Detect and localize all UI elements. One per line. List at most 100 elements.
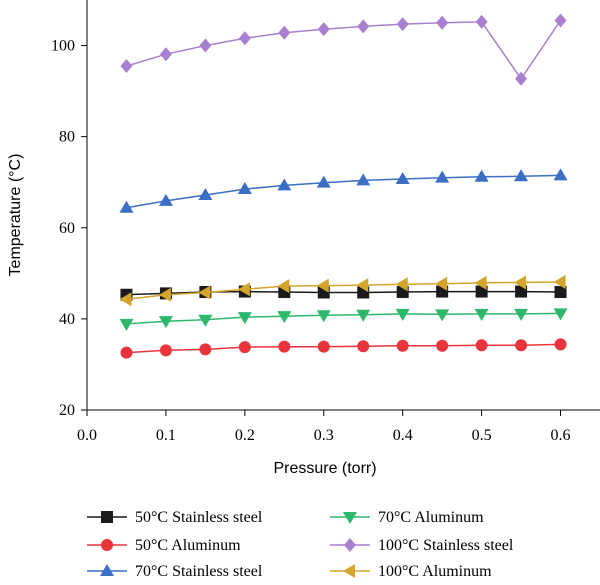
data-point	[474, 169, 489, 182]
series-100-c-stainless-steel	[120, 13, 567, 86]
x-tick-label: 0.0	[77, 427, 97, 444]
series-line	[126, 281, 561, 301]
x-tick-label: 0.3	[314, 427, 334, 444]
series-70-c-aluminum	[119, 308, 568, 331]
series-layer	[119, 13, 568, 359]
data-point	[553, 308, 568, 321]
data-point	[237, 312, 252, 325]
y-tick-label: 40	[59, 311, 75, 328]
data-point	[514, 275, 527, 290]
series-100-c-aluminum	[119, 274, 566, 307]
data-point	[356, 173, 371, 186]
legend-marker	[343, 512, 357, 524]
data-point	[553, 168, 568, 181]
legend-marker	[101, 511, 113, 523]
series-line	[126, 20, 562, 81]
y-tick-label: 60	[59, 220, 75, 237]
legend-item: 70°C Stainless steel	[87, 563, 263, 580]
data-point	[553, 274, 566, 289]
x-tick-label: 0.6	[551, 427, 571, 444]
legend-marker	[100, 564, 114, 576]
data-point	[474, 308, 489, 321]
data-point	[395, 308, 410, 321]
legend-label: 70°C Stainless steel	[135, 563, 263, 580]
data-point	[554, 13, 567, 28]
data-point	[474, 275, 487, 290]
data-point	[158, 287, 171, 302]
data-point	[436, 15, 449, 30]
data-point	[316, 278, 329, 293]
data-point	[198, 285, 211, 300]
legend: 50°C Stainless steel 50°C Aluminum 70°C St…	[87, 509, 514, 580]
data-point	[278, 25, 291, 40]
data-point	[277, 178, 292, 191]
series-line	[126, 174, 561, 209]
data-point	[119, 200, 134, 213]
data-point	[158, 316, 173, 329]
data-point	[514, 169, 529, 182]
data-point	[277, 279, 290, 294]
x-tick-label: 0.2	[235, 427, 255, 444]
data-point	[277, 311, 292, 324]
legend-label: 100°C Stainless steel	[378, 537, 514, 554]
data-point	[475, 339, 488, 352]
axes: 0.0 0.1 0.2 0.3 0.4 0.5 0.6 20 40 60 80 100	[51, 0, 600, 444]
y-tick-label: 20	[59, 402, 75, 419]
data-point	[436, 339, 449, 352]
legend-item: 70°C Aluminum	[330, 509, 484, 526]
data-point	[356, 278, 369, 293]
series-70-c-stainless-steel	[119, 168, 568, 213]
data-point	[238, 31, 251, 46]
data-point	[119, 318, 134, 331]
data-point	[159, 344, 172, 357]
data-point	[198, 187, 213, 200]
legend-item: 50°C Aluminum	[87, 537, 241, 554]
data-point	[554, 286, 567, 299]
data-point	[316, 175, 331, 188]
data-point	[396, 17, 409, 32]
data-point	[395, 172, 410, 185]
data-point	[515, 339, 528, 352]
data-point	[514, 308, 529, 321]
y-tick-label: 80	[59, 129, 75, 146]
series-line	[126, 312, 561, 325]
data-point	[159, 47, 172, 62]
y-tick-label: 100	[51, 38, 75, 55]
data-point	[435, 309, 450, 322]
legend-label: 70°C Aluminum	[378, 509, 484, 526]
data-point	[316, 310, 331, 323]
legend-label: 50°C Aluminum	[135, 537, 241, 554]
data-point	[435, 170, 450, 183]
data-point	[237, 282, 250, 297]
data-point	[237, 182, 252, 195]
data-point	[120, 346, 133, 359]
x-tick-label: 0.1	[156, 427, 176, 444]
data-point	[435, 276, 448, 291]
data-point	[278, 340, 291, 353]
data-point	[199, 38, 212, 53]
data-point	[317, 340, 330, 353]
data-point	[475, 14, 488, 29]
data-point	[317, 22, 330, 37]
legend-item: 50°C Stainless steel	[87, 509, 263, 526]
data-point	[120, 59, 133, 74]
legend-marker	[343, 564, 355, 578]
legend-marker	[101, 539, 113, 551]
x-axis-title: Pressure (torr)	[273, 460, 376, 477]
series-50-c-aluminum	[120, 338, 567, 359]
series-line	[126, 343, 561, 354]
data-point	[515, 285, 528, 298]
legend-item: 100°C Aluminum	[330, 563, 492, 580]
x-tick-label: 0.5	[472, 427, 492, 444]
legend-label: 100°C Aluminum	[378, 563, 492, 580]
legend-marker	[344, 538, 356, 552]
data-point	[158, 193, 173, 206]
data-point	[396, 339, 409, 352]
data-point	[238, 341, 251, 354]
data-point	[357, 19, 370, 34]
data-point	[357, 340, 370, 353]
data-point	[119, 292, 132, 307]
legend-label: 50°C Stainless steel	[135, 509, 263, 526]
data-point	[199, 343, 212, 356]
